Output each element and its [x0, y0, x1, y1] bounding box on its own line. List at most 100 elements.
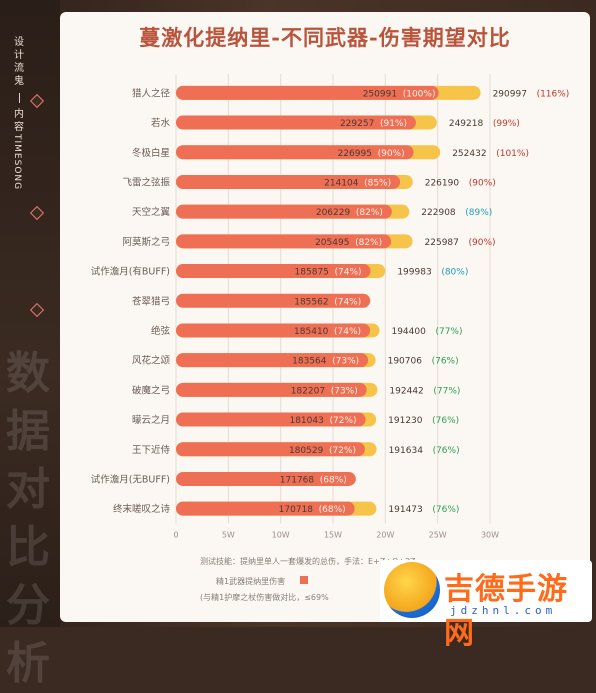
bar-r1: [176, 85, 439, 100]
sidebar-vertical-text: TIMESONG: [12, 134, 22, 191]
category-label: 试作澹月(有BUFF): [91, 266, 170, 278]
value-label-r5: 252432: [452, 149, 486, 159]
value-label-r5: 290997: [493, 89, 527, 99]
category-label: 王下近侍: [132, 444, 171, 456]
value-label-r1: 183564: [292, 357, 327, 367]
pct-label-r1: (91%): [380, 119, 407, 129]
bar-r1: [176, 323, 371, 338]
bar-r1: [176, 145, 414, 160]
pct-label-r1: (82%): [356, 208, 383, 218]
value-label-r5: 249218: [449, 119, 484, 129]
sidebar-line3: 内容: [14, 109, 24, 133]
footnote: (与精1护摩之杖伤害做对比，≤69%: [200, 593, 329, 602]
value-label-r1: 229257: [340, 119, 374, 129]
value-label-r1: 180529: [289, 446, 324, 456]
category-label: 试作澹月(无BUFF): [91, 473, 170, 485]
pct-label-r5: (76%): [432, 416, 459, 426]
value-label-r5: 191473: [388, 505, 422, 515]
value-label-r1: 185875: [295, 268, 329, 278]
sidebar-line1: 设计: [14, 37, 24, 61]
x-tick-label: 25W: [429, 531, 447, 540]
pct-label-r1: (74%): [334, 327, 361, 337]
pct-label-r1: (72%): [329, 446, 356, 456]
value-label-r1: 206229: [316, 208, 351, 218]
pct-label-r1: (90%): [378, 149, 405, 159]
value-label-r5: 199983: [397, 268, 431, 278]
pct-label-r1: (73%): [331, 386, 358, 396]
bar-r1: [176, 174, 401, 189]
x-tick-label: 10W: [272, 531, 290, 540]
pct-label-r5: (90%): [469, 178, 496, 188]
pct-label-r5: (76%): [433, 446, 460, 456]
pct-label-r5: (77%): [433, 386, 460, 396]
bar-r1: [176, 353, 369, 368]
category-label: 若水: [151, 117, 171, 129]
logo-url: jdzhnl.com: [450, 604, 557, 617]
bar-r1: [176, 264, 371, 279]
pct-label-r5: (76%): [432, 505, 459, 515]
sidebar-divider: [18, 93, 20, 103]
category-label: 天空之翼: [132, 206, 171, 218]
bar-r1: [176, 204, 392, 219]
pct-label-r5: (116%): [537, 89, 570, 99]
category-label: 苍翠猎弓: [132, 295, 170, 307]
pct-label-r5: (89%): [465, 208, 492, 218]
category-label: 冬极白星: [132, 147, 170, 159]
value-label-r5: 194400: [391, 327, 426, 337]
chart-title: 蔓激化提纳里-不同武器-伤害期望对比: [139, 25, 511, 50]
value-label-r1: 226995: [338, 149, 372, 159]
pct-label-r1: (100%): [403, 89, 436, 99]
pct-label-r5: (90%): [469, 238, 496, 248]
legend-label-r1: 精1武器提纳里伤害: [216, 577, 286, 586]
category-label: 飞雷之弦振: [122, 176, 170, 188]
sidebar: 设计 流鬼 内容 TIMESONG 数据对比分析: [0, 0, 60, 689]
bar-r1: [176, 471, 356, 486]
value-label-r5: 225987: [425, 238, 459, 248]
test-method-note: 测试技能：提纳里单人一套爆发的总伤，手法：E+Z+Q+2Z: [200, 557, 416, 566]
category-label: 曚云之月: [132, 414, 170, 426]
value-label-r5: 222908: [421, 208, 456, 218]
pct-label-r1: (85%): [364, 178, 391, 188]
pct-label-r5: (80%): [441, 268, 468, 278]
category-label: 破魔之弓: [132, 384, 170, 396]
x-tick-label: 15W: [324, 531, 342, 540]
value-label-r5: 192442: [389, 386, 423, 396]
value-label-r1: 185562: [294, 297, 328, 307]
pct-label-r5: (77%): [435, 327, 462, 337]
logo-icon: [384, 562, 440, 618]
x-tick-label: 0: [173, 531, 178, 540]
sidebar-text: 设计 流鬼 内容 TIMESONG: [10, 36, 28, 190]
site-logo: 吉德手游网 jdzhnl.com: [380, 560, 592, 651]
pct-label-r5: (76%): [432, 357, 459, 367]
bar-r1: [176, 115, 416, 130]
pct-label-r1: (68%): [319, 505, 346, 515]
pct-label-r1: (72%): [329, 416, 356, 426]
category-label: 终末嗟叹之诗: [113, 503, 171, 515]
bar-r1: [176, 382, 367, 397]
pct-label-r5: (101%): [496, 149, 529, 159]
pct-label-r1: (68%): [320, 475, 347, 485]
bar-r1: [176, 412, 366, 427]
bar-r1: [176, 501, 355, 516]
x-tick-label: 5W: [222, 531, 235, 540]
value-label-r1: 182207: [291, 386, 325, 396]
value-label-r5: 226190: [425, 178, 460, 188]
value-label-r1: 214104: [324, 178, 359, 188]
value-label-r1: 250991: [363, 89, 397, 99]
pct-label-r1: (74%): [335, 268, 362, 278]
bar-r1: [176, 293, 371, 308]
category-label: 绝弦: [151, 325, 171, 337]
chart-panel: [60, 12, 590, 622]
bar-r1: [176, 234, 392, 249]
value-label-r5: 191634: [389, 446, 424, 456]
value-label-r5: 191230: [388, 416, 423, 426]
category-label: 阿莫斯之弓: [122, 236, 170, 248]
value-label-r5: 190706: [388, 357, 423, 367]
pct-label-r1: (73%): [332, 357, 359, 367]
sidebar-line2: 流鬼: [14, 63, 24, 87]
value-label-r1: 171768: [280, 475, 315, 485]
bar-chart: 0 5W 10W 15W 20W 25W 30W 猎人之径 250991 (100%) 290997…: [91, 74, 570, 540]
pct-label-r1: (74%): [334, 297, 361, 307]
value-label-r1: 205495: [315, 238, 349, 248]
value-label-r1: 170718: [279, 505, 314, 515]
